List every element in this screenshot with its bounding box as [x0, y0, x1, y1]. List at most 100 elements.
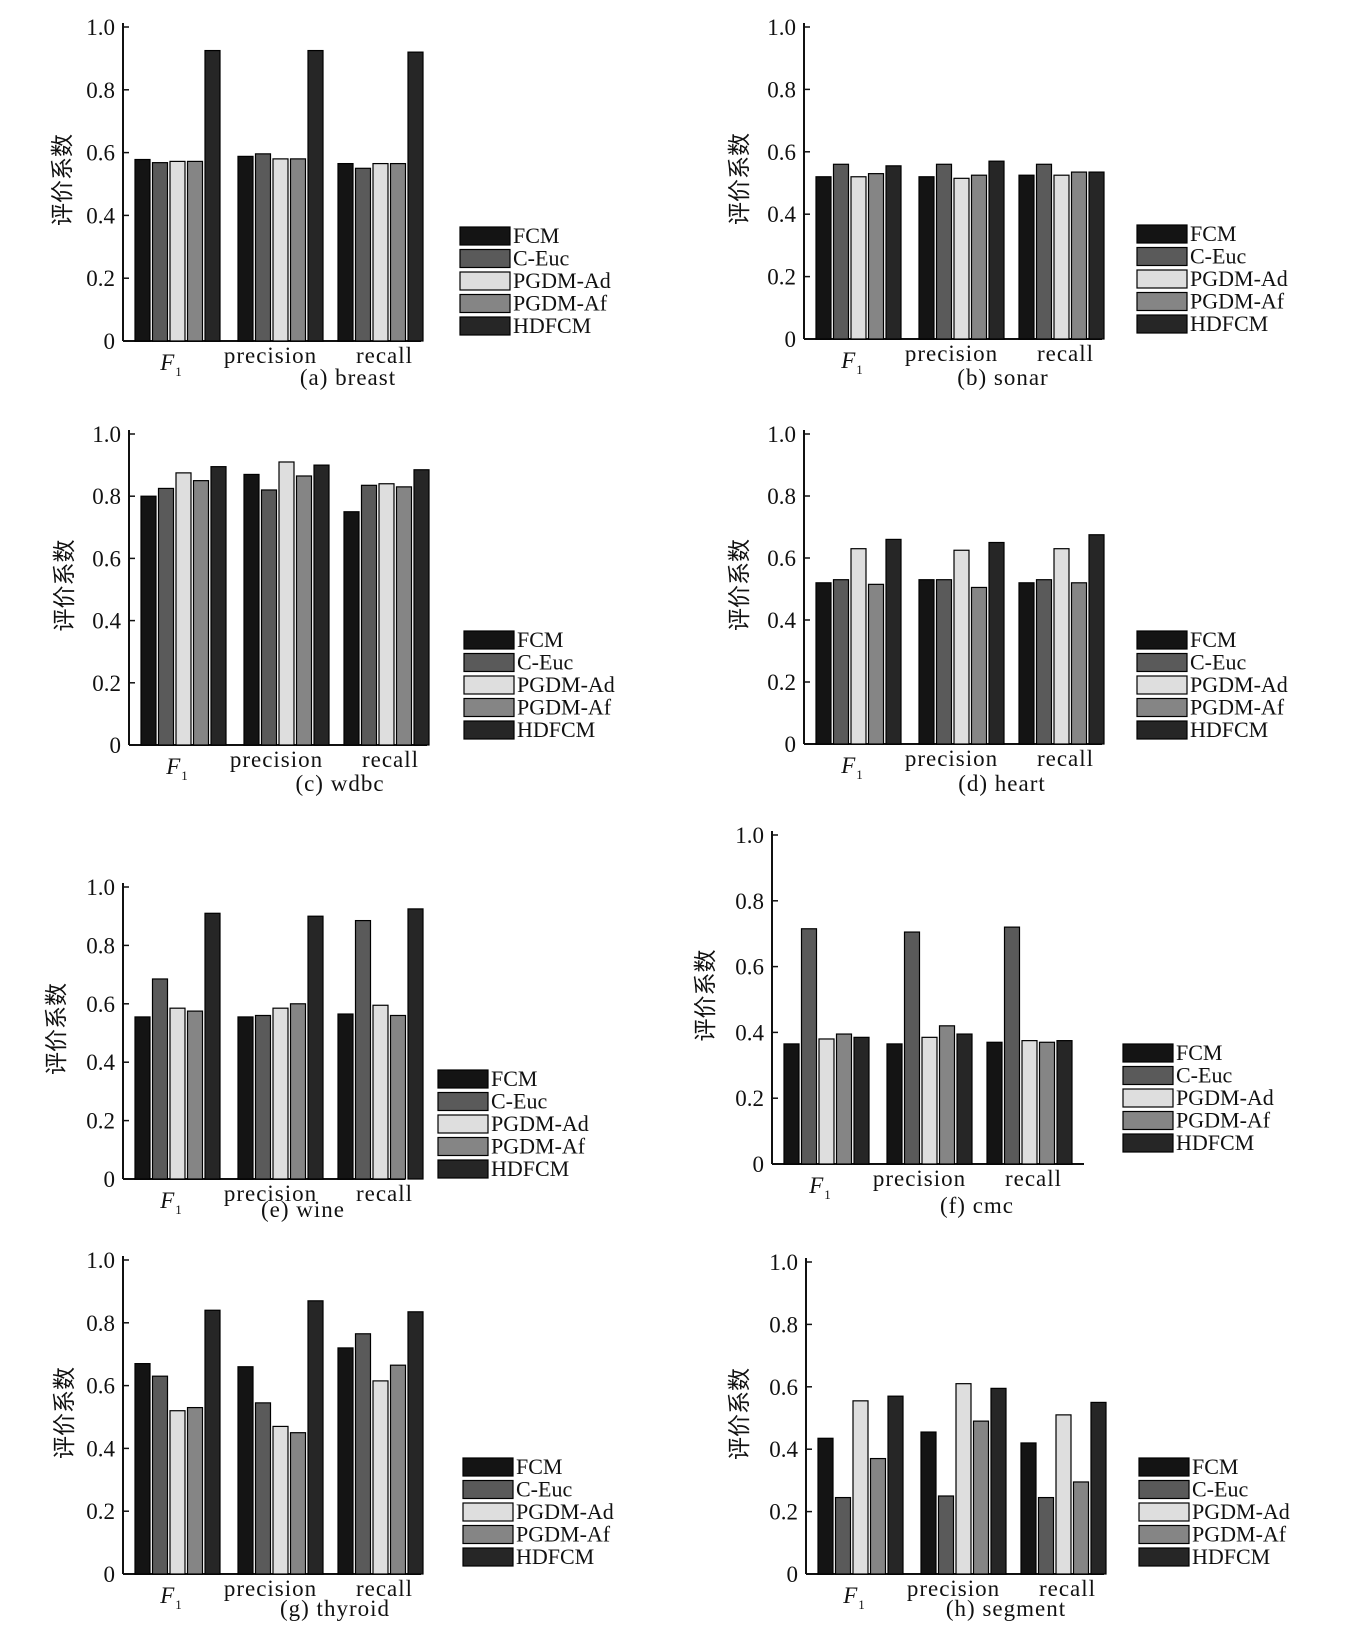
bar-fcm-precision: [237, 155, 254, 342]
bar-pgdm-af-precision: [938, 1025, 956, 1165]
chart-panel-1: 0 0.2 0.4 0.6 0.8 1.0 F1 precision recall 评价系数 (b)…: [727, 15, 1288, 390]
bar-hdfcm-recall: [1090, 1401, 1107, 1575]
chart-panel-2: 0 0.2 0.4 0.6 0.8 1.0 F1 precision recall 评价系数 (c)…: [52, 422, 615, 796]
bar-hdfcm-recall: [413, 469, 430, 746]
legend-swatch-pgdm-af: [1136, 291, 1188, 312]
y-tick-label: 0.6: [86, 141, 115, 166]
legend-label-fcm: FCM: [1176, 1040, 1222, 1065]
bar-hdfcm-f1: [887, 1395, 904, 1575]
y-tick-label: 0.4: [86, 1050, 115, 1075]
y-tick-label: 1.0: [735, 823, 764, 848]
bar-pgdm-af-precision: [295, 475, 313, 746]
bar-hdfcm-recall: [407, 1311, 424, 1575]
bar-c-euc-f1: [832, 163, 850, 340]
x-tick-label-precision: precision: [905, 341, 998, 366]
x-tick-label-f1: F1: [808, 1173, 832, 1202]
bar-pgdm-af-precision: [970, 174, 988, 340]
legend-swatch-pgdm-ad: [1122, 1088, 1174, 1108]
y-tick-label: 0.4: [767, 608, 796, 633]
bar-pgdm-af-recall: [1072, 1481, 1090, 1575]
chart-caption: (g) thyroid: [280, 1596, 390, 1621]
bar-hdfcm-precision: [307, 49, 324, 342]
y-tick-label: 0.4: [86, 1436, 115, 1461]
x-tick-label-f1: F1: [840, 348, 864, 377]
bar-pgdm-af-f1: [192, 480, 210, 746]
bar-pgdm-ad-recall: [378, 483, 395, 746]
bar-pgdm-ad-recall: [372, 162, 389, 342]
bar-pgdm-ad-precision: [272, 158, 289, 342]
bar-fcm-recall: [337, 1347, 354, 1575]
chart-caption: (h) segment: [946, 1596, 1066, 1621]
bar-c-euc-f1: [800, 928, 818, 1165]
legend-swatch-hdfcm: [1136, 314, 1188, 334]
bar-fcm-recall: [343, 511, 360, 746]
legend-swatch-fcm: [463, 630, 515, 650]
bar-pgdm-ad-f1: [169, 1410, 186, 1575]
bar-fcm-f1: [815, 176, 832, 340]
y-tick-label: 0.6: [86, 1374, 115, 1399]
bar-c-euc-precision: [254, 1014, 272, 1180]
bar-pgdm-af-f1: [867, 173, 885, 340]
y-tick-label: 1.0: [767, 422, 796, 447]
y-tick-label: 0: [787, 1562, 799, 1587]
legend-swatch-pgdm-af: [459, 293, 511, 314]
legend-label-pgdm-ad: PGDM-Ad: [516, 1499, 614, 1524]
legend-label-fcm: FCM: [517, 627, 563, 652]
legend-label-fcm: FCM: [1190, 627, 1236, 652]
chart-caption: (d) heart: [958, 771, 1046, 796]
bar-c-euc-recall: [354, 919, 372, 1180]
x-tick-label-precision: precision: [224, 343, 317, 368]
legend-swatch-pgdm-ad: [459, 271, 511, 291]
bar-pgdm-ad-f1: [850, 548, 867, 745]
bar-c-euc-recall: [1035, 579, 1053, 745]
y-tick-label: 0.6: [769, 1375, 798, 1400]
legend-swatch-pgdm-ad: [437, 1114, 489, 1134]
bar-fcm-f1: [134, 1016, 151, 1180]
bar-hdfcm-precision: [307, 915, 324, 1180]
legend-label-pgdm-af: PGDM-Af: [1190, 695, 1285, 720]
legend-label-hdfcm: HDFCM: [517, 717, 595, 742]
legend-swatch-pgdm-af: [437, 1136, 489, 1157]
legend-swatch-hdfcm: [1138, 1547, 1190, 1567]
legend-label-pgdm-ad: PGDM-Ad: [1190, 266, 1288, 291]
legend-label-pgdm-af: PGDM-Af: [1190, 289, 1285, 314]
y-tick-label: 0: [785, 732, 797, 757]
x-tick-label-precision: precision: [907, 1576, 1000, 1601]
bar-fcm-recall: [337, 1013, 354, 1180]
y-tick-label: 0.4: [735, 1020, 764, 1045]
bar-hdfcm-recall: [1088, 171, 1105, 340]
y-axis-label: 评价系数: [52, 1367, 77, 1459]
y-tick-label: 0.6: [86, 992, 115, 1017]
legend-swatch-fcm: [1136, 224, 1188, 244]
y-axis-label: 评价系数: [727, 133, 752, 225]
bar-hdfcm-f1: [853, 1036, 870, 1165]
legend-label-hdfcm: HDFCM: [1190, 311, 1268, 336]
y-tick-label: 0.8: [767, 77, 796, 102]
y-axis-label: 评价系数: [727, 1368, 752, 1460]
legend-label-pgdm-af: PGDM-Af: [491, 1134, 586, 1159]
legend-label-pgdm-ad: PGDM-Ad: [491, 1111, 589, 1136]
bar-fcm-precision: [237, 1016, 254, 1180]
bar-c-euc-recall: [1037, 1496, 1055, 1575]
bar-hdfcm-precision: [988, 160, 1005, 340]
chart-panel-3: 0 0.2 0.4 0.6 0.8 1.0 F1 precision recall 评价系数 (d)…: [727, 422, 1288, 796]
bar-fcm-precision: [918, 176, 935, 340]
bar-pgdm-ad-f1: [175, 472, 192, 746]
bar-pgdm-af-recall: [395, 486, 413, 746]
chart-panel-0: 0 0.2 0.4 0.6 0.8 1.0 F1 precision recall 评价系数 (a)…: [50, 15, 611, 390]
bar-c-euc-f1: [157, 487, 175, 746]
legend-swatch-hdfcm: [1136, 720, 1188, 740]
bar-fcm-f1: [134, 158, 151, 342]
legend-swatch-pgdm-af: [462, 1524, 514, 1545]
legend-swatch-hdfcm: [462, 1547, 514, 1567]
bar-pgdm-af-recall: [1070, 582, 1088, 745]
chart-caption: (c) wdbc: [295, 771, 384, 796]
legend-label-c-euc: C-Euc: [1190, 244, 1246, 269]
bar-c-euc-recall: [360, 484, 378, 746]
legend-swatch-pgdm-af: [463, 697, 515, 718]
legend-label-hdfcm: HDFCM: [1192, 1544, 1270, 1569]
y-tick-label: 0.8: [92, 484, 121, 509]
bar-c-euc-f1: [151, 978, 169, 1180]
